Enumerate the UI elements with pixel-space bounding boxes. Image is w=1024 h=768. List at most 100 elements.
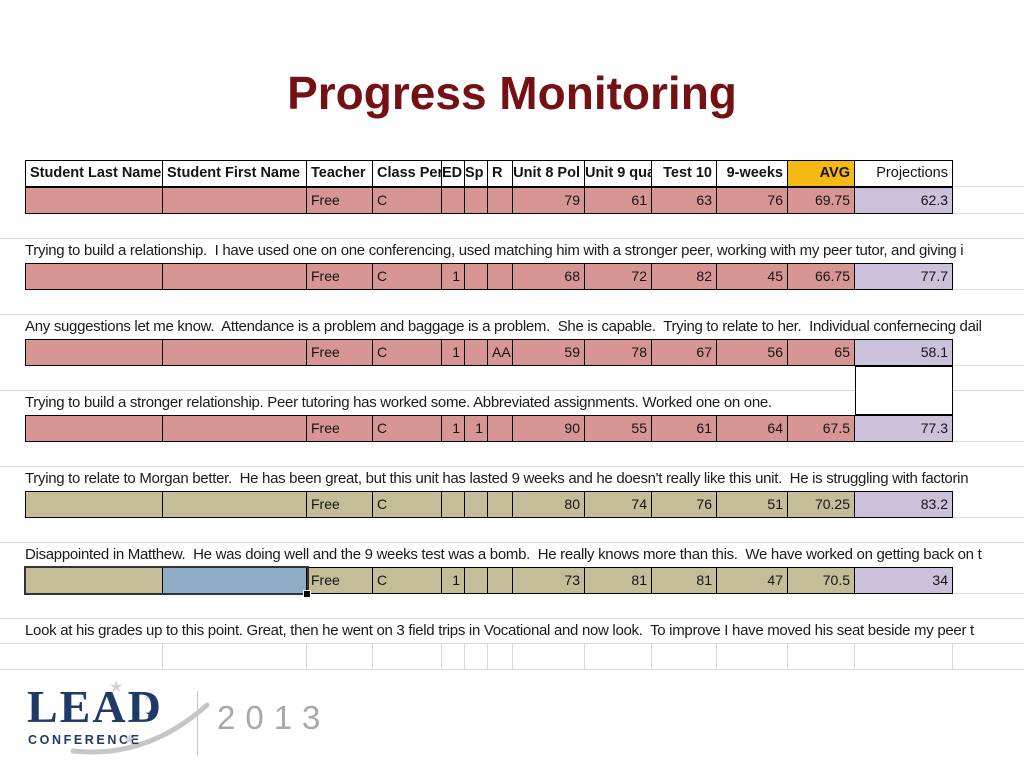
header-cell-unit8[interactable]: Unit 8 Pol xyxy=(513,160,585,187)
header-cell-avg[interactable]: AVG xyxy=(788,160,855,187)
cell-last-name[interactable] xyxy=(25,415,163,442)
cell-avg[interactable]: 70.5 xyxy=(788,567,855,594)
cell-last-name[interactable] xyxy=(25,339,163,366)
cell-r[interactable] xyxy=(488,263,513,290)
cell-test10[interactable]: 81 xyxy=(652,567,717,594)
empty-cell[interactable] xyxy=(855,644,953,669)
cell-test10[interactable]: 63 xyxy=(652,187,717,214)
cell-avg[interactable]: 69.75 xyxy=(788,187,855,214)
note-text[interactable]: Trying to build a stronger relationship.… xyxy=(25,394,772,411)
empty-cell[interactable] xyxy=(163,644,307,669)
header-cell-first-name[interactable]: Student First Name xyxy=(163,160,307,187)
cell-ed[interactable]: 1 xyxy=(442,339,465,366)
empty-cell[interactable] xyxy=(953,644,1023,669)
cell-avg[interactable]: 70.25 xyxy=(788,491,855,518)
cell-last-name[interactable] xyxy=(25,187,163,214)
cell-projections[interactable]: 62.3 xyxy=(855,187,953,214)
empty-cell[interactable] xyxy=(652,644,717,669)
cell-class-period[interactable]: C xyxy=(373,415,442,442)
cell-projections[interactable]: 34 xyxy=(855,567,953,594)
header-cell-projections[interactable]: Projections xyxy=(855,160,953,187)
cell-r[interactable]: AA xyxy=(488,339,513,366)
cell-unit8[interactable]: 80 xyxy=(513,491,585,518)
empty-cell[interactable] xyxy=(513,644,585,669)
empty-cell[interactable] xyxy=(465,644,488,669)
cell-unit9[interactable]: 72 xyxy=(585,263,652,290)
note-text[interactable]: Look at his grades up to this point. Gre… xyxy=(25,622,974,639)
cell-last-name[interactable] xyxy=(25,491,163,518)
cell-sp[interactable] xyxy=(465,567,488,594)
cell-teacher[interactable]: Free xyxy=(307,339,373,366)
header-cell-last-name[interactable]: Student Last Name xyxy=(25,160,163,187)
cell-class-period[interactable]: C xyxy=(373,491,442,518)
cell-sp[interactable] xyxy=(465,491,488,518)
cell-nine-weeks[interactable]: 45 xyxy=(717,263,788,290)
cell-unit8[interactable]: 59 xyxy=(513,339,585,366)
fill-handle[interactable] xyxy=(303,590,311,598)
cell-r[interactable] xyxy=(488,415,513,442)
cell-first-name[interactable] xyxy=(163,491,307,518)
empty-cell[interactable] xyxy=(585,644,652,669)
cell-r[interactable] xyxy=(488,567,513,594)
cell-first-name[interactable] xyxy=(163,263,307,290)
empty-cell[interactable] xyxy=(788,644,855,669)
cell-test10[interactable]: 67 xyxy=(652,339,717,366)
cell-sp[interactable] xyxy=(465,187,488,214)
cell-teacher[interactable]: Free xyxy=(307,187,373,214)
cell-projections[interactable]: 58.1 xyxy=(855,339,953,366)
cell-ed[interactable] xyxy=(442,491,465,518)
cell-teacher[interactable]: Free xyxy=(307,263,373,290)
header-cell-unit9[interactable]: Unit 9 qua xyxy=(585,160,652,187)
cell-projections[interactable]: 77.3 xyxy=(855,415,953,442)
cell-class-period[interactable]: C xyxy=(373,567,442,594)
cell-unit9[interactable]: 78 xyxy=(585,339,652,366)
cell-nine-weeks[interactable]: 51 xyxy=(717,491,788,518)
note-text[interactable]: Trying to relate to Morgan better. He ha… xyxy=(25,470,969,487)
cell-ed[interactable]: 1 xyxy=(442,263,465,290)
cell-nine-weeks[interactable]: 56 xyxy=(717,339,788,366)
cell-unit8[interactable]: 79 xyxy=(513,187,585,214)
cell-test10[interactable]: 61 xyxy=(652,415,717,442)
cell-projections[interactable]: 83.2 xyxy=(855,491,953,518)
cell-avg[interactable]: 65 xyxy=(788,339,855,366)
cell-avg[interactable]: 67.5 xyxy=(788,415,855,442)
empty-projection-cell[interactable] xyxy=(855,366,953,415)
empty-cell[interactable] xyxy=(25,644,163,669)
cell-class-period[interactable]: C xyxy=(373,263,442,290)
header-cell-class-period[interactable]: Class Peri xyxy=(373,160,442,187)
empty-cell[interactable] xyxy=(307,644,373,669)
note-text[interactable]: Trying to build a relationship. I have u… xyxy=(25,242,964,259)
header-cell-sp[interactable]: Sp xyxy=(465,160,488,187)
cell-unit9[interactable]: 81 xyxy=(585,567,652,594)
cell-unit8[interactable]: 73 xyxy=(513,567,585,594)
header-cell-r[interactable]: R xyxy=(488,160,513,187)
cell-unit9[interactable]: 61 xyxy=(585,187,652,214)
cell-teacher[interactable]: Free xyxy=(307,567,373,594)
cell-projections[interactable]: 77.7 xyxy=(855,263,953,290)
cell-avg[interactable]: 66.75 xyxy=(788,263,855,290)
cell-unit9[interactable]: 74 xyxy=(585,491,652,518)
header-cell-teacher[interactable]: Teacher xyxy=(307,160,373,187)
cell-teacher[interactable]: Free xyxy=(307,491,373,518)
cell-first-name[interactable] xyxy=(163,415,307,442)
header-cell-test10[interactable]: Test 10 xyxy=(652,160,717,187)
header-cell-ed[interactable]: ED xyxy=(442,160,465,187)
empty-cell[interactable] xyxy=(373,644,442,669)
cell-class-period[interactable]: C xyxy=(373,339,442,366)
header-cell-nine-weeks[interactable]: 9-weeks xyxy=(717,160,788,187)
cell-test10[interactable]: 82 xyxy=(652,263,717,290)
cell-nine-weeks[interactable]: 76 xyxy=(717,187,788,214)
cell-r[interactable] xyxy=(488,187,513,214)
cell-first-name[interactable] xyxy=(163,187,307,214)
cell-test10[interactable]: 76 xyxy=(652,491,717,518)
note-text[interactable]: Disappointed in Matthew. He was doing we… xyxy=(25,546,982,563)
cell-unit8[interactable]: 90 xyxy=(513,415,585,442)
cell-last-name[interactable] xyxy=(25,263,163,290)
cell-class-period[interactable]: C xyxy=(373,187,442,214)
cell-r[interactable] xyxy=(488,491,513,518)
cell-first-name[interactable] xyxy=(163,339,307,366)
cell-sp[interactable]: 1 xyxy=(465,415,488,442)
cell-unit9[interactable]: 55 xyxy=(585,415,652,442)
cell-ed[interactable] xyxy=(442,187,465,214)
cell-nine-weeks[interactable]: 64 xyxy=(717,415,788,442)
